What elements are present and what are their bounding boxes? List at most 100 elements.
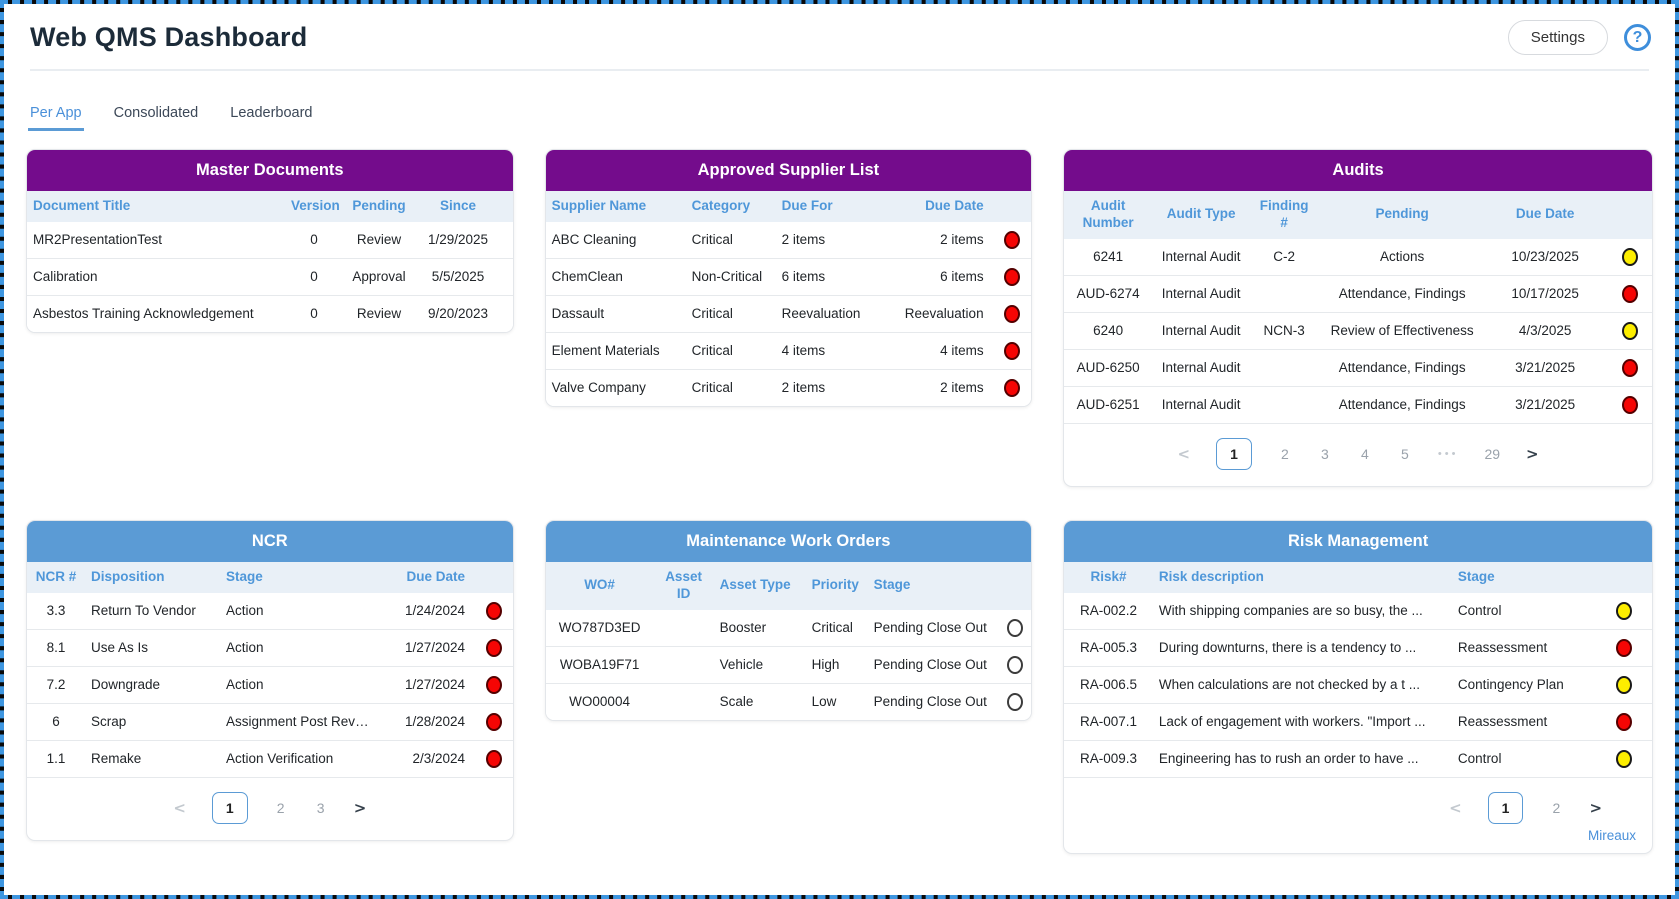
status-indicator — [485, 712, 502, 731]
panel-title: NCR — [27, 520, 513, 562]
col-risk-description: Risk description — [1152, 561, 1452, 593]
panel-risk-management: Risk Management Risk# Risk description S… — [1063, 519, 1654, 854]
table-row[interactable]: WO00004 Scale Low Pending Close Out — [545, 682, 1032, 720]
table-row[interactable]: AUD-6274 Internal Audit Attendance, Find… — [1064, 274, 1653, 313]
pagination-next[interactable]: > — [353, 798, 367, 817]
table-row[interactable]: 8.1 Use As Is Action 1/27/2024 — [27, 628, 513, 667]
table-row[interactable]: 1.1 Remake Action Verification 2/3/2024 — [27, 739, 513, 777]
tab-consolidated[interactable]: Consolidated — [113, 105, 199, 121]
tab-per-app[interactable]: Per App — [28, 105, 84, 131]
status-indicator — [1622, 395, 1639, 414]
dashboard-content: Master Documents Document Title Version … — [4, 131, 1675, 854]
pagination-page-2[interactable]: 2 — [1552, 799, 1561, 816]
top-right-actions: Settings ? — [1507, 20, 1651, 55]
status-indicator — [485, 749, 502, 768]
header-divider — [30, 69, 1649, 71]
table-row[interactable]: Calibration 0 Approval 5/5/2025 — [27, 257, 513, 296]
status-indicator — [1007, 692, 1024, 711]
panel-ncr: NCR NCR # Disposition Stage Due Date 3.3… — [26, 519, 514, 841]
col-status — [1596, 561, 1653, 593]
table-row[interactable]: Element Materials Critical 4 items 4 ite… — [545, 331, 1032, 370]
table-row[interactable]: RA-006.5 When calculations are not check… — [1064, 665, 1653, 704]
col-audit-number: Audit Number — [1064, 191, 1153, 239]
table-row[interactable]: 6241 Internal Audit C-2 Actions 10/23/20… — [1064, 238, 1653, 276]
table-row[interactable]: AUD-6250 Internal Audit Attendance, Find… — [1064, 348, 1653, 387]
pagination-prev[interactable]: < — [1177, 444, 1191, 463]
pagination-ellipsis[interactable]: ••• — [1437, 447, 1459, 460]
pagination-page-2[interactable]: 2 — [1281, 445, 1289, 462]
pagination-page-4[interactable]: 4 — [1361, 445, 1369, 462]
table-row[interactable]: 7.2 Downgrade Action 1/27/2024 — [27, 665, 513, 704]
col-category: Category — [685, 191, 776, 222]
table-row[interactable]: RA-005.3 During downturns, there is a te… — [1064, 628, 1653, 667]
col-ncr-number: NCR # — [27, 561, 85, 593]
col-risk-number: Risk# — [1064, 561, 1153, 593]
pagination-page-29[interactable]: 29 — [1484, 445, 1501, 462]
panel-audits: Audits Audit Number Audit Type Finding #… — [1063, 149, 1654, 487]
pagination-next[interactable]: > — [1589, 798, 1603, 817]
table-row[interactable]: RA-009.3 Engineering has to rush an orde… — [1064, 739, 1653, 777]
table-row[interactable]: 6 Scrap Assignment Post Review 1/28/2024 — [27, 702, 513, 741]
pagination-page-1[interactable]: 1 — [1216, 437, 1252, 470]
pagination-page-1[interactable]: 1 — [1487, 791, 1524, 824]
mireaux-link[interactable]: Mireaux — [1588, 827, 1637, 843]
panel-title: Approved Supplier List — [545, 150, 1032, 191]
table-header-row: WO# Asset ID Asset Type Priority Stage — [545, 561, 1032, 610]
table-row[interactable]: Asbestos Training Acknowledgement 0 Revi… — [27, 294, 513, 332]
pagination-page-2[interactable]: 2 — [276, 799, 285, 816]
col-status — [989, 191, 1032, 222]
table-row[interactable]: 3.3 Return To Vendor Action 1/24/2024 — [27, 592, 513, 630]
col-finding-number: Finding # — [1250, 191, 1319, 239]
col-priority: Priority — [805, 561, 868, 610]
status-indicator — [1004, 304, 1021, 323]
table-row[interactable]: Dassault Critical Reevaluation Reevaluat… — [545, 294, 1032, 333]
status-indicator — [485, 638, 502, 657]
pagination-prev[interactable]: < — [1449, 798, 1462, 817]
col-status — [501, 191, 513, 222]
table-header-row: Risk# Risk description Stage — [1064, 561, 1653, 593]
table-header-row: Supplier Name Category Due For Due Date — [545, 191, 1032, 222]
status-indicator — [1004, 341, 1021, 360]
tab-leaderboard[interactable]: Leaderboard — [230, 105, 313, 121]
pagination-next[interactable]: > — [1526, 444, 1539, 463]
table-row[interactable]: MR2PresentationTest 0 Review 1/29/2025 — [27, 221, 513, 259]
table-row[interactable]: ChemClean Non-Critical 6 items 6 items — [545, 257, 1032, 296]
pagination-prev[interactable]: < — [173, 798, 186, 817]
table-row[interactable]: AUD-6251 Internal Audit Attendance, Find… — [1064, 385, 1653, 423]
status-indicator — [1004, 267, 1021, 286]
col-due-date: Due Date — [1486, 191, 1605, 239]
page-title: Web QMS Dashboard — [30, 22, 308, 52]
col-status — [1604, 191, 1653, 239]
pagination-page-5[interactable]: 5 — [1401, 445, 1409, 462]
col-asset-id: Asset ID — [653, 561, 714, 610]
col-status — [995, 561, 1032, 610]
table-row[interactable]: WO787D3ED Booster Critical Pending Close… — [545, 609, 1032, 646]
col-due-date: Due Date — [885, 191, 990, 222]
status-indicator — [1616, 601, 1633, 620]
table-header-row: NCR # Disposition Stage Due Date — [27, 561, 513, 593]
status-indicator — [1007, 618, 1024, 637]
settings-button[interactable]: Settings — [1507, 20, 1608, 55]
table-row[interactable]: WOBA19F71 Vehicle High Pending Close Out — [545, 645, 1032, 683]
table-row[interactable]: 6240 Internal Audit NCN-3 Review of Effe… — [1064, 311, 1653, 350]
table-row[interactable]: RA-007.1 Lack of engagement with workers… — [1064, 702, 1653, 741]
pagination-page-3[interactable]: 3 — [316, 799, 325, 816]
col-since: Since — [415, 191, 501, 222]
col-due-for: Due For — [775, 191, 886, 222]
col-asset-type: Asset Type — [713, 561, 806, 610]
pagination-page-1[interactable]: 1 — [211, 791, 248, 824]
top-bar: Web QMS Dashboard Settings ? — [4, 4, 1675, 69]
status-indicator — [1616, 712, 1633, 731]
panel-title: Master Documents — [27, 150, 513, 191]
status-indicator — [1616, 749, 1633, 768]
status-indicator — [1616, 675, 1633, 694]
panel-approved-supplier-list: Approved Supplier List Supplier Name Cat… — [544, 149, 1033, 407]
pagination-page-3[interactable]: 3 — [1321, 445, 1329, 462]
panel-title: Risk Management — [1064, 520, 1653, 562]
table-row[interactable]: RA-002.2 With shipping companies are so … — [1064, 592, 1653, 630]
panel-master-documents: Master Documents Document Title Version … — [26, 149, 514, 333]
table-row[interactable]: Valve Company Critical 2 items 2 items — [545, 368, 1032, 406]
status-indicator — [1007, 655, 1024, 674]
table-row[interactable]: ABC Cleaning Critical 2 items 2 items — [545, 221, 1032, 259]
help-icon[interactable]: ? — [1624, 24, 1651, 51]
